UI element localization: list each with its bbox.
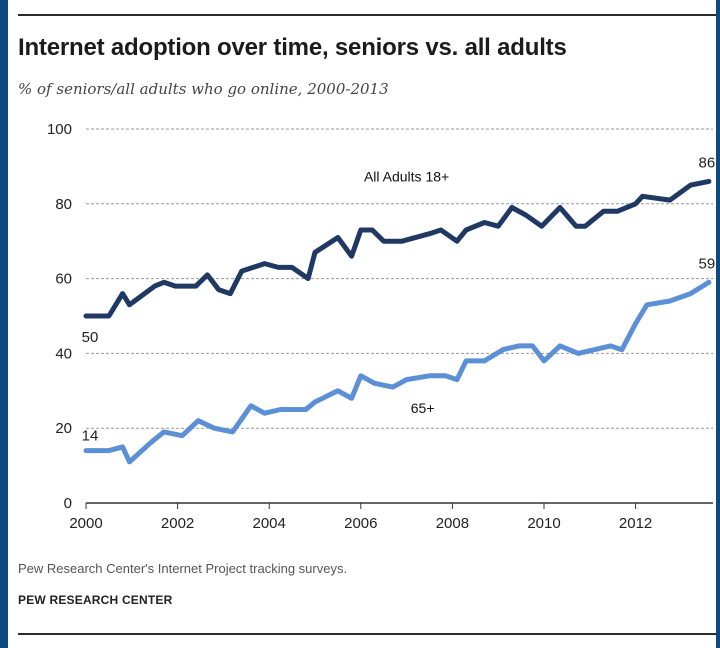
series-start-label: 50 <box>82 329 99 346</box>
series-start-label: 14 <box>82 428 99 445</box>
y-tick-label: 0 <box>64 495 72 512</box>
chart-subtitle: % of seniors/all adults who go online, 2… <box>18 80 389 98</box>
x-tick-label: 2002 <box>161 515 194 532</box>
y-tick-label: 60 <box>55 271 72 288</box>
line-chart: 0 20 40 60 80 100 2000 2002 2004 2006 2008 2010 2012… <box>47 121 716 532</box>
y-tick-label: 40 <box>55 345 72 362</box>
bottom-rule <box>18 633 716 635</box>
chart-title: Internet adoption over time, seniors vs.… <box>18 34 567 61</box>
y-tick-label: 100 <box>47 121 72 138</box>
x-tick-label: 2004 <box>253 515 286 532</box>
x-tick-label: 2010 <box>527 515 560 532</box>
x-tick-label: 2008 <box>436 515 469 532</box>
y-tick-label: 20 <box>55 420 72 437</box>
series-annotation: 65+ <box>411 400 435 416</box>
source-note: Pew Research Center's Internet Project t… <box>18 561 348 576</box>
series-line-all-adults <box>83 178 712 319</box>
y-tick-label: 80 <box>55 196 72 213</box>
top-rule <box>18 14 716 16</box>
x-tick-label: 2006 <box>344 515 377 532</box>
series-end-label: 59 <box>699 255 716 272</box>
x-tick-label: 2000 <box>69 515 102 532</box>
org-name: PEW RESEARCH CENTER <box>18 593 173 607</box>
series-end-label: 86 <box>699 154 716 171</box>
x-tick-label: 2012 <box>619 515 652 532</box>
series-line-seniors <box>83 279 712 465</box>
chart-card: Internet adoption over time, seniors vs.… <box>8 0 716 648</box>
series-annotation: All Adults 18+ <box>364 168 449 184</box>
